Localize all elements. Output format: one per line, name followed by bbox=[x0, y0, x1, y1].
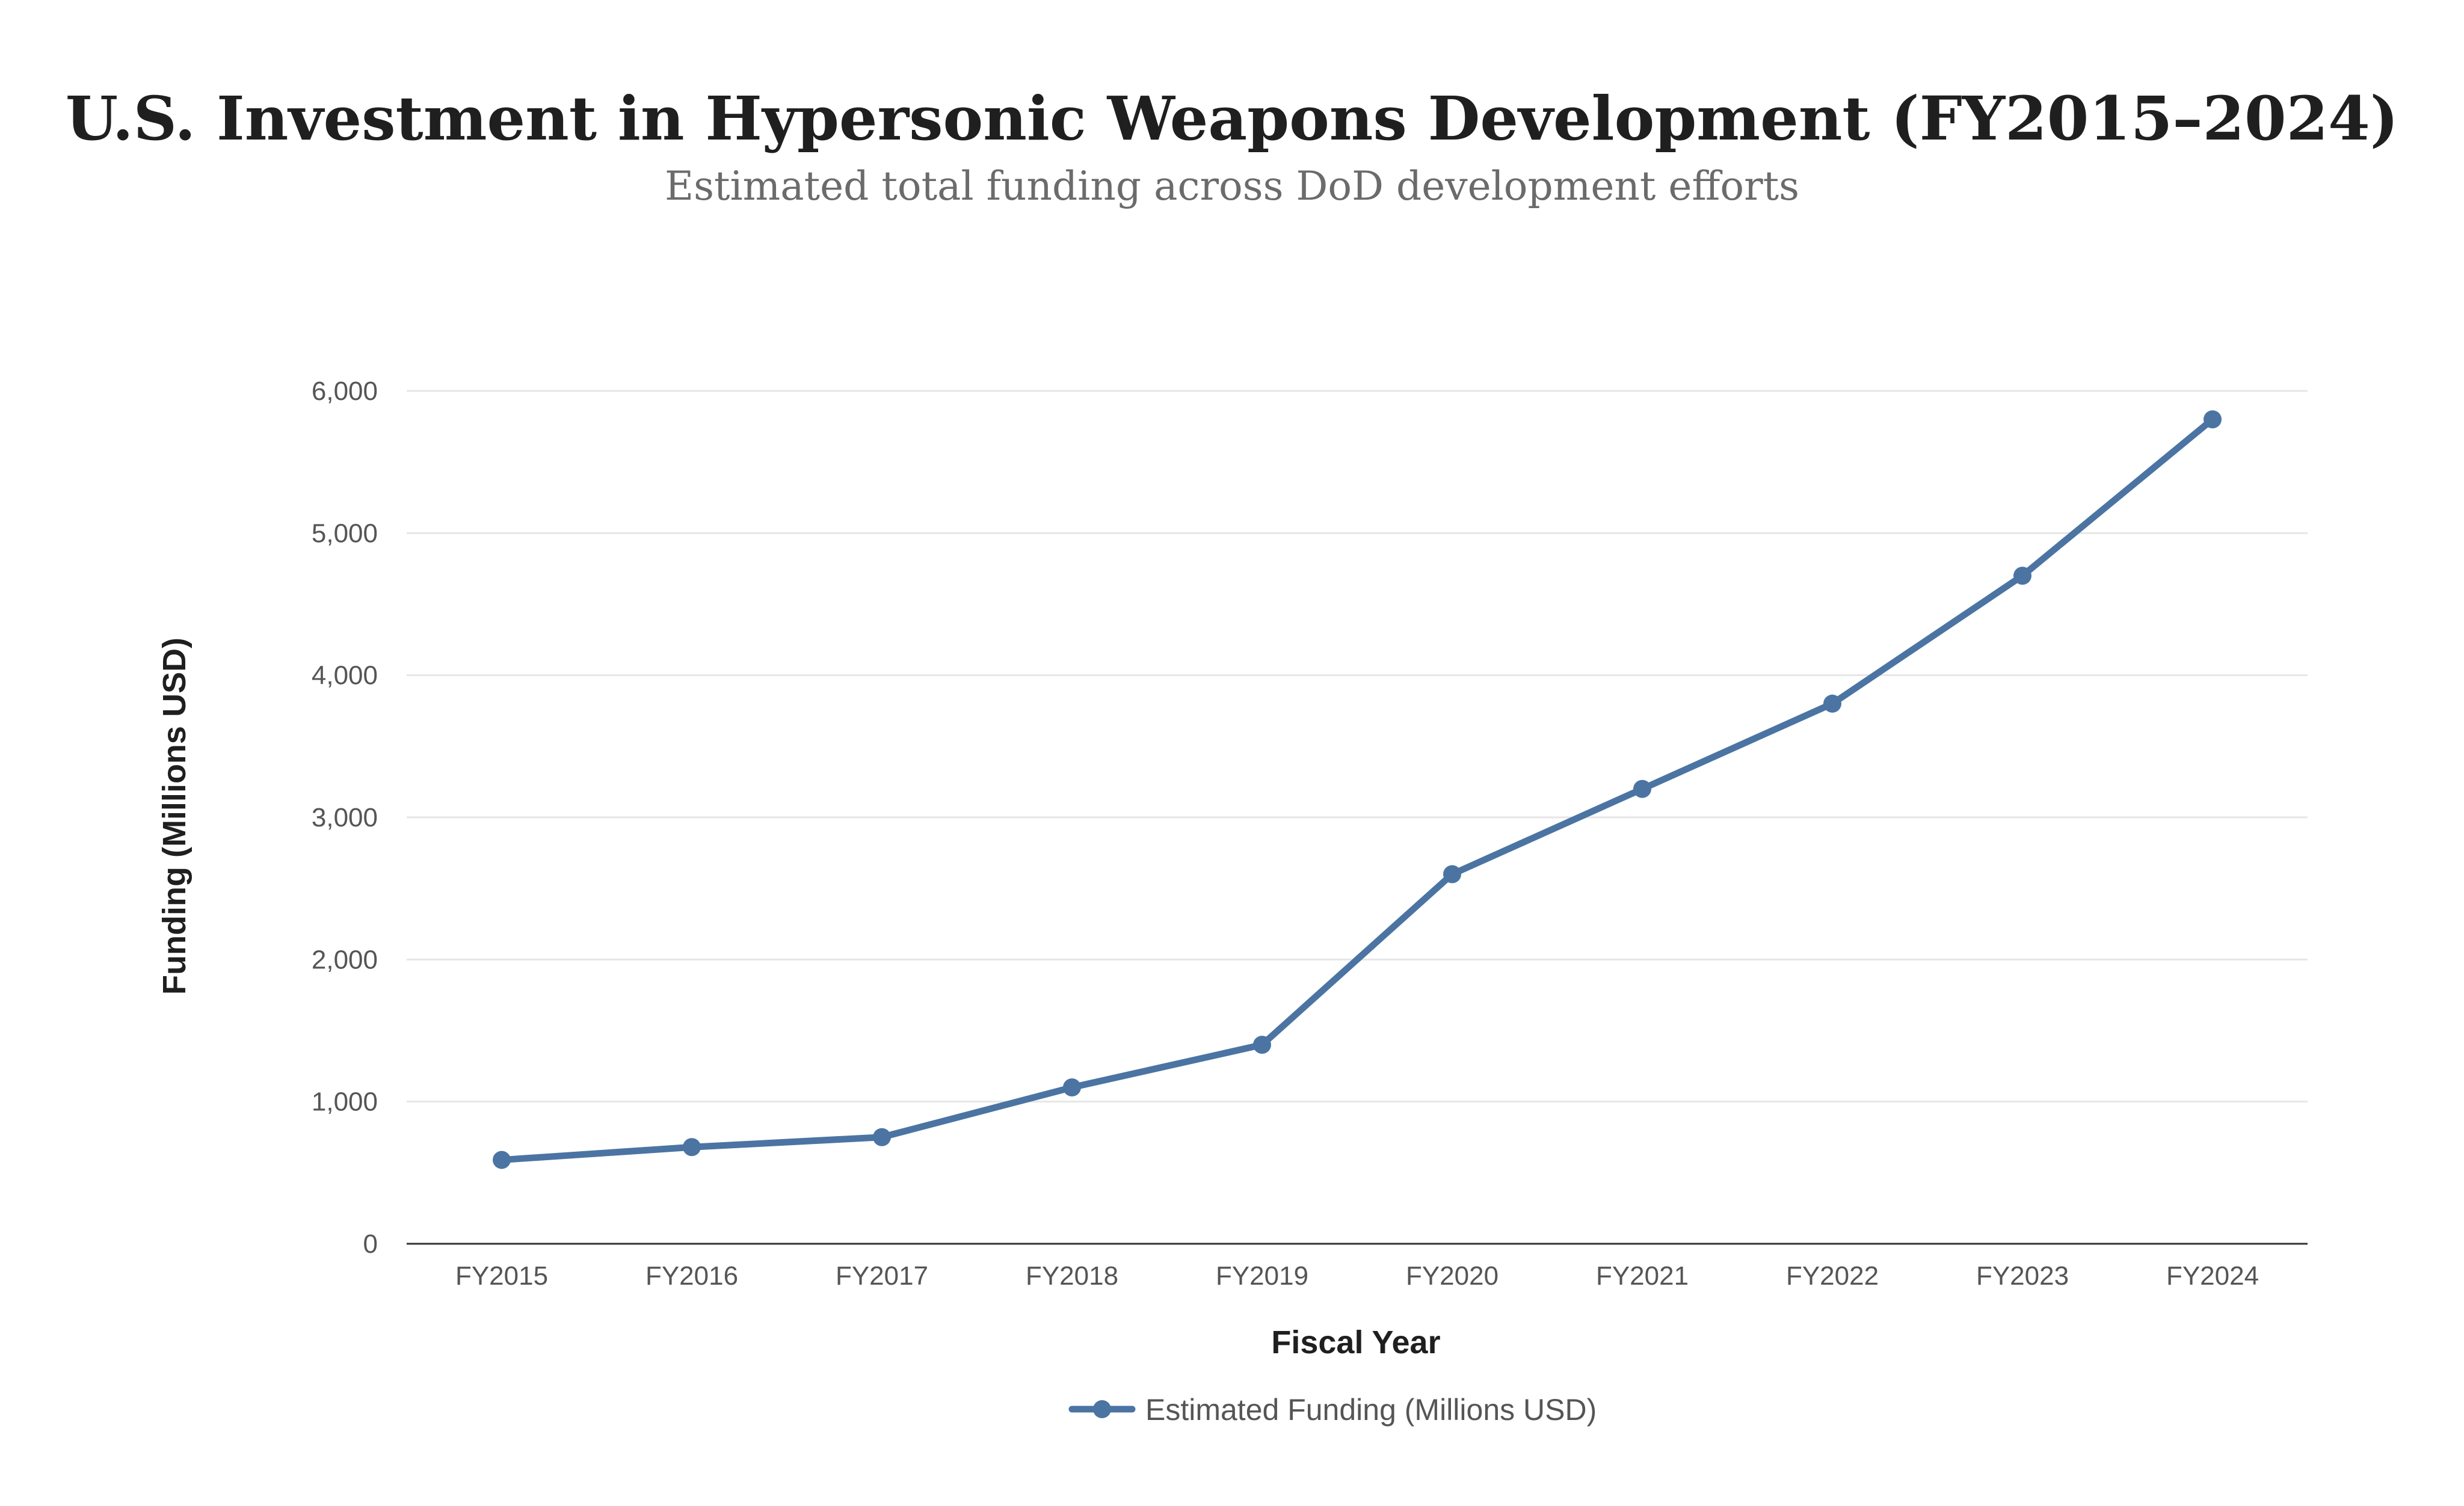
x-tick-label: FY2019 bbox=[1216, 1261, 1308, 1291]
y-tick-label: 6,000 bbox=[312, 376, 378, 406]
x-tick-label: FY2015 bbox=[455, 1261, 548, 1291]
y-tick-label: 2,000 bbox=[312, 945, 378, 974]
data-point[interactable] bbox=[873, 1128, 891, 1146]
y-axis-ticks: 0 1,000 2,000 3,000 4,000 5,000 6,000 bbox=[312, 376, 378, 1259]
y-axis-label: Funding (Millions USD) bbox=[156, 638, 192, 995]
x-tick-label: FY2020 bbox=[1406, 1261, 1498, 1291]
x-tick-label: FY2021 bbox=[1596, 1261, 1689, 1291]
x-tick-label: FY2018 bbox=[1026, 1261, 1118, 1291]
chart-title: U.S. Investment in Hypersonic Weapons De… bbox=[66, 83, 2398, 154]
x-tick-label: FY2024 bbox=[2166, 1261, 2259, 1291]
series-line bbox=[498, 416, 2216, 1164]
chart-subtitle: Estimated total funding across DoD devel… bbox=[665, 163, 1799, 209]
data-point[interactable] bbox=[1063, 1078, 1081, 1097]
legend[interactable]: Estimated Funding (Millions USD) bbox=[1068, 1393, 1597, 1427]
data-point[interactable] bbox=[493, 1151, 511, 1169]
legend-swatch-marker bbox=[1093, 1400, 1111, 1418]
x-tick-label: FY2017 bbox=[836, 1261, 928, 1291]
x-axis-ticks: FY2015 FY2016 FY2017 FY2018 FY2019 FY2020 FY20… bbox=[455, 1261, 2259, 1291]
y-tick-label: 1,000 bbox=[312, 1087, 378, 1117]
data-point[interactable] bbox=[1253, 1036, 1271, 1054]
data-point[interactable] bbox=[2204, 410, 2222, 429]
legend-label: Estimated Funding (Millions USD) bbox=[1145, 1393, 1597, 1427]
x-axis-label: Fiscal Year bbox=[1271, 1324, 1440, 1360]
data-point[interactable] bbox=[2013, 567, 2031, 585]
y-tick-label: 5,000 bbox=[312, 518, 378, 548]
data-point[interactable] bbox=[1823, 694, 1841, 713]
y-tick-label: 0 bbox=[363, 1229, 378, 1259]
data-point[interactable] bbox=[1633, 779, 1651, 798]
series-group bbox=[493, 410, 2222, 1169]
gridlines bbox=[407, 390, 2308, 1103]
data-point[interactable] bbox=[683, 1138, 701, 1157]
y-tick-label: 3,000 bbox=[312, 803, 378, 832]
x-tick-label: FY2023 bbox=[1976, 1261, 2069, 1291]
y-tick-label: 4,000 bbox=[312, 661, 378, 690]
data-point[interactable] bbox=[1443, 865, 1461, 884]
x-tick-label: FY2022 bbox=[1786, 1261, 1879, 1291]
x-tick-label: FY2016 bbox=[645, 1261, 738, 1291]
